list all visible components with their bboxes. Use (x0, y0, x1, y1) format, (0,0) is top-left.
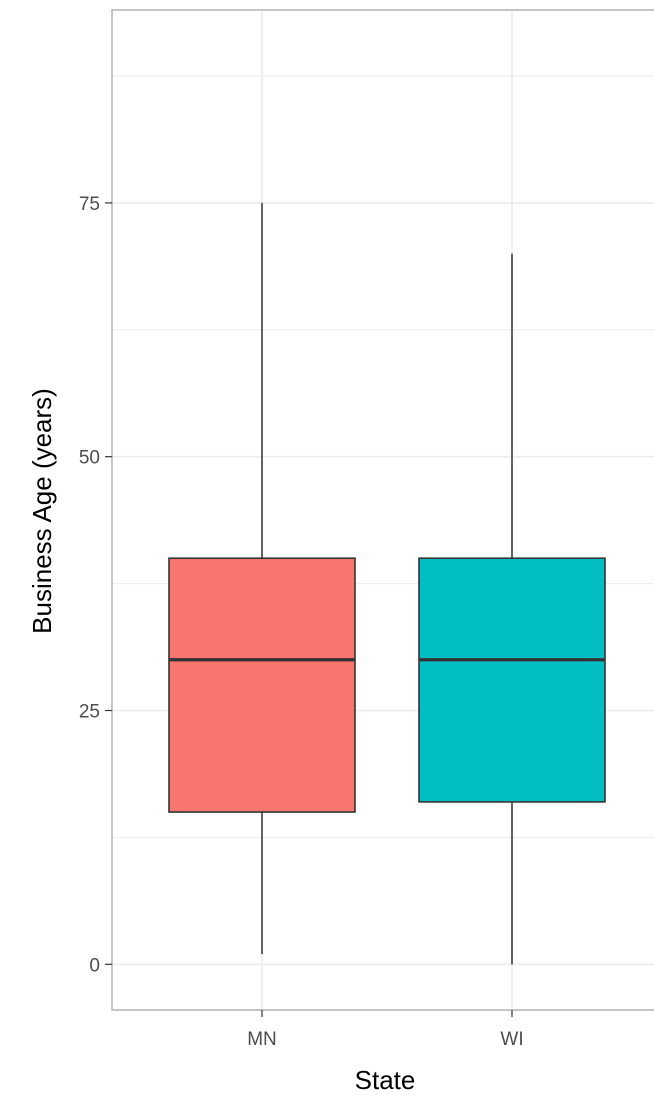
x-tick-label: WI (500, 1029, 523, 1050)
panel-border (111, 9, 654, 1011)
box-body (418, 557, 606, 803)
y-tick-label: 25 (79, 702, 100, 723)
x-axis-ticks: MN WI (247, 1010, 524, 1050)
box-wi (418, 253, 606, 965)
box-mn (168, 202, 356, 955)
boxes (168, 202, 606, 965)
y-tick-label: 50 (79, 448, 100, 469)
x-axis-title: State (355, 1065, 416, 1095)
box-body (168, 557, 356, 813)
y-axis-title: Business Age (years) (27, 388, 57, 634)
y-tick-label: 0 (89, 955, 100, 976)
grid-lines (112, 10, 654, 1010)
x-tick-label: MN (247, 1029, 277, 1050)
y-tick-label: 75 (79, 194, 100, 215)
y-axis-ticks: 0 25 50 75 (79, 194, 112, 976)
